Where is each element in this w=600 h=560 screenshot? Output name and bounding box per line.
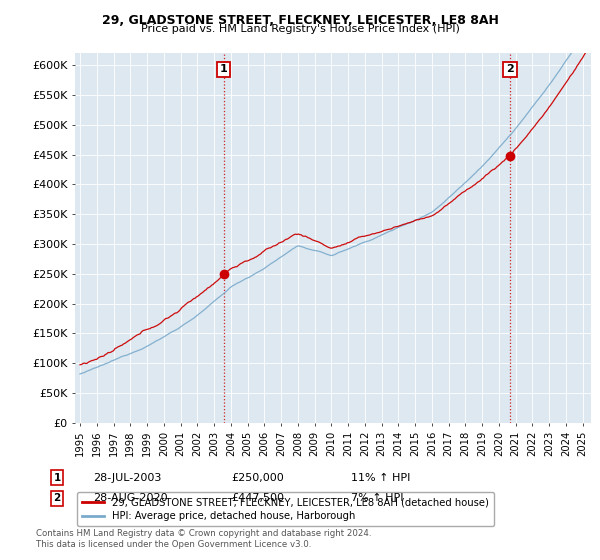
Legend: 29, GLADSTONE STREET, FLECKNEY, LEICESTER, LE8 8AH (detached house), HPI: Averag: 29, GLADSTONE STREET, FLECKNEY, LEICESTE… bbox=[77, 492, 494, 526]
Text: Price paid vs. HM Land Registry's House Price Index (HPI): Price paid vs. HM Land Registry's House … bbox=[140, 24, 460, 34]
Text: 2: 2 bbox=[506, 64, 514, 74]
Text: 2: 2 bbox=[53, 493, 61, 503]
Text: 29, GLADSTONE STREET, FLECKNEY, LEICESTER, LE8 8AH: 29, GLADSTONE STREET, FLECKNEY, LEICESTE… bbox=[101, 14, 499, 27]
Text: £250,000: £250,000 bbox=[231, 473, 284, 483]
Text: £447,500: £447,500 bbox=[231, 493, 284, 503]
Text: 1: 1 bbox=[53, 473, 61, 483]
Text: 28-JUL-2003: 28-JUL-2003 bbox=[93, 473, 161, 483]
Text: 11% ↑ HPI: 11% ↑ HPI bbox=[351, 473, 410, 483]
Text: 1: 1 bbox=[220, 64, 227, 74]
Text: 28-AUG-2020: 28-AUG-2020 bbox=[93, 493, 167, 503]
Text: Contains HM Land Registry data © Crown copyright and database right 2024.
This d: Contains HM Land Registry data © Crown c… bbox=[36, 529, 371, 549]
Text: 7% ↑ HPI: 7% ↑ HPI bbox=[351, 493, 404, 503]
